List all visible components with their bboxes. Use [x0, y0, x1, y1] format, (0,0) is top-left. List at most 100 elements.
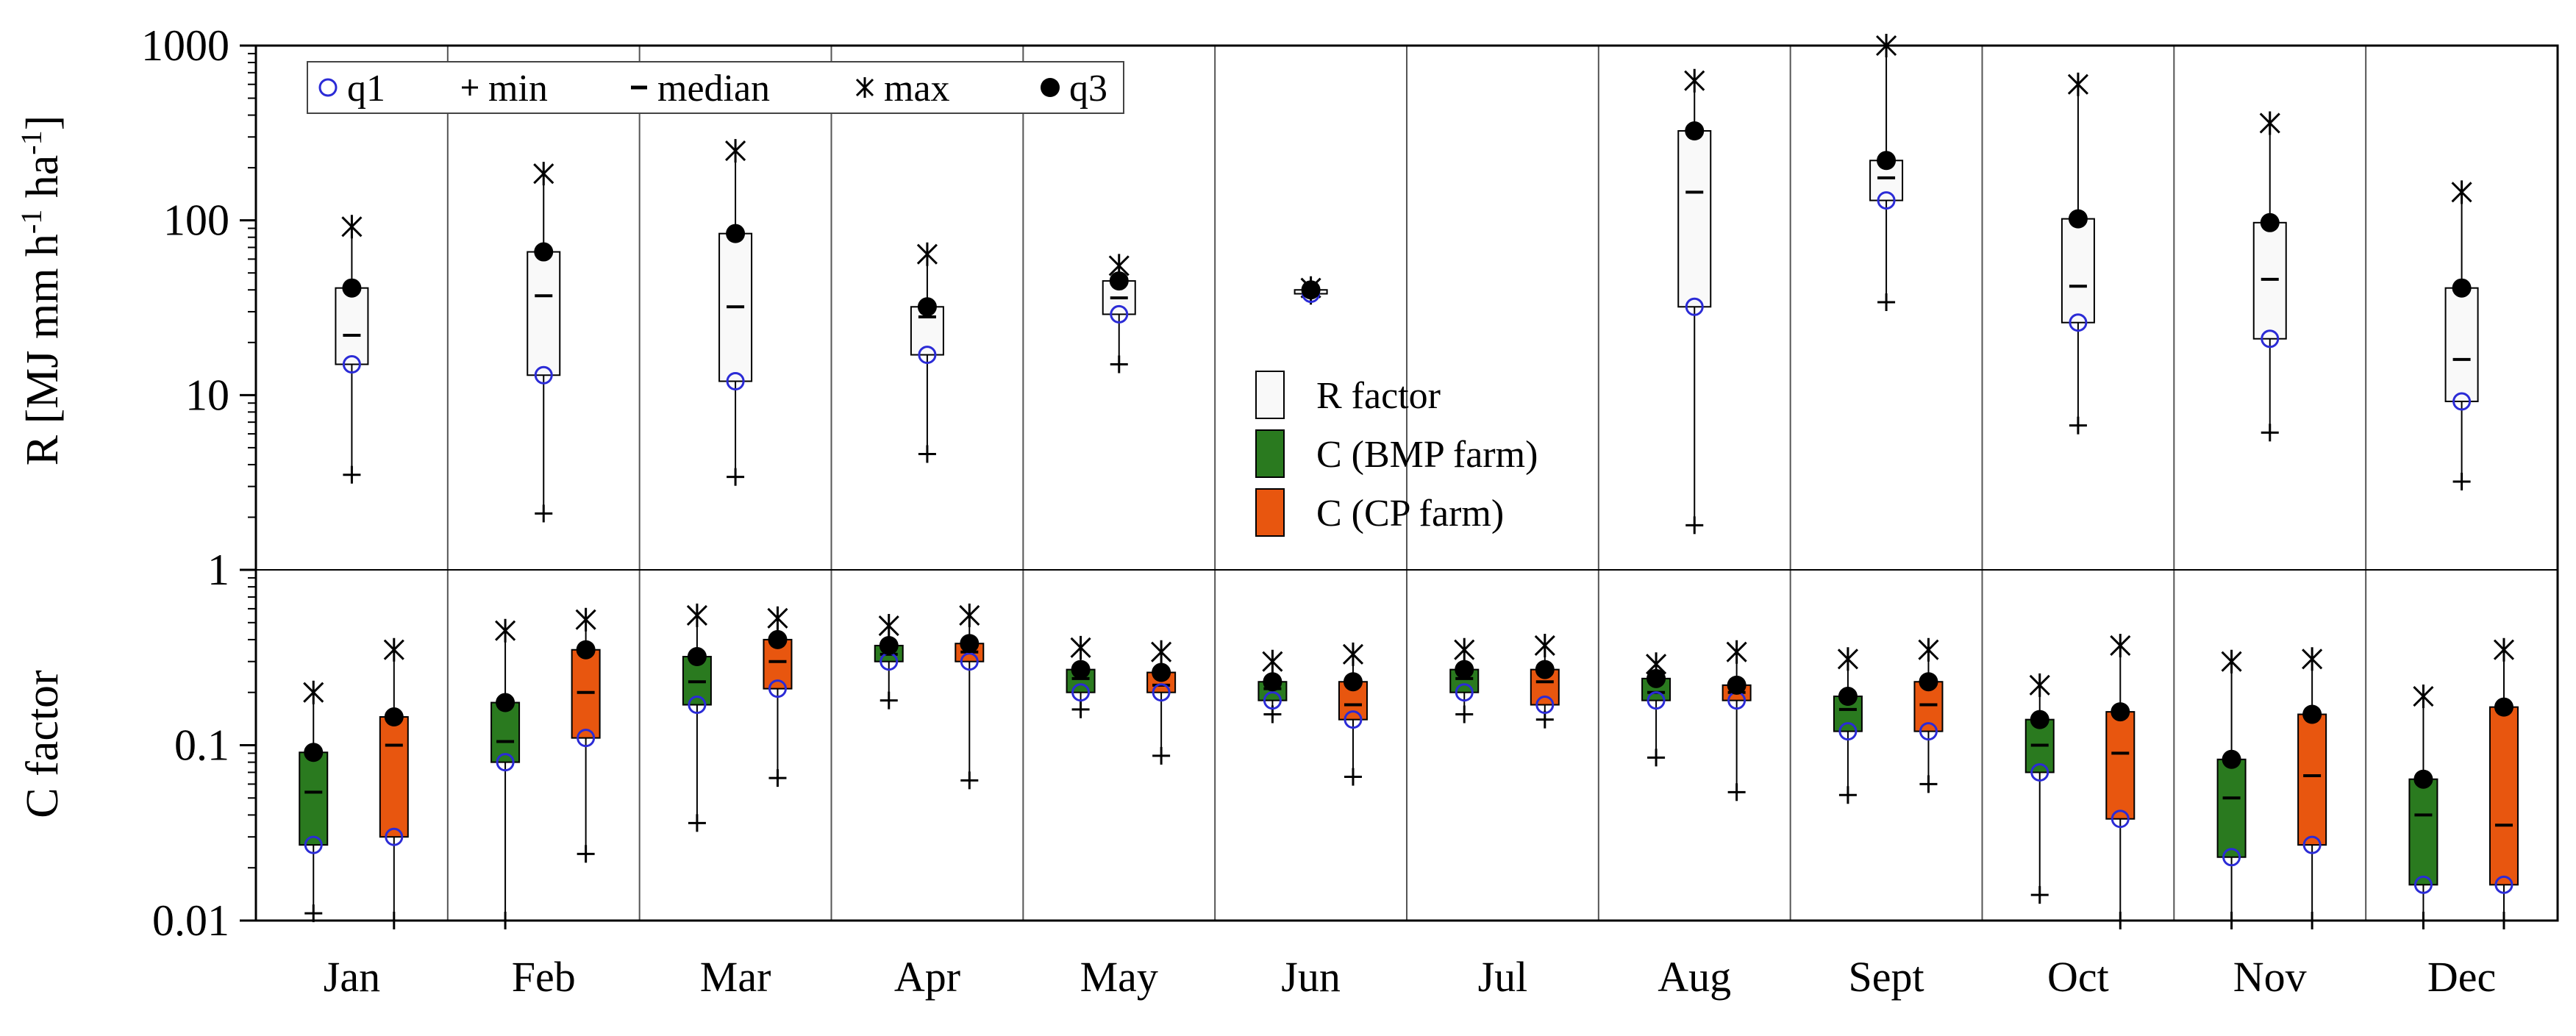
q1-marker — [1071, 683, 1091, 702]
x-tick-label: Dec — [2427, 953, 2496, 1001]
x-tick-label: Jun — [1281, 953, 1341, 1001]
c-bmp-box — [1066, 668, 1096, 693]
c-cp-box — [2488, 706, 2519, 886]
r-factor-panel: 1 10 100 1000 — [141, 21, 2479, 594]
q1-marker — [385, 827, 404, 846]
q1-marker — [726, 372, 745, 391]
q3-marker — [2302, 704, 2322, 724]
q3-marker — [2111, 702, 2130, 722]
q1-marker — [2111, 810, 2130, 829]
max-marker — [1454, 637, 1475, 662]
q3-marker — [384, 707, 404, 727]
q3-marker — [1343, 672, 1363, 692]
q3-marker — [304, 743, 324, 762]
max-marker — [2067, 72, 2088, 96]
q3-marker — [1685, 121, 1705, 141]
max-marker — [1837, 647, 1858, 671]
q1-marker — [1110, 304, 1129, 324]
q3-marker — [1646, 668, 1666, 688]
legend-max-symbol — [855, 77, 874, 98]
r-ylabel-exp2: -1 — [15, 130, 48, 154]
q1-marker — [1838, 722, 1858, 741]
q3-marker — [1877, 151, 1897, 171]
r-box — [2061, 218, 2095, 324]
r-box — [1677, 130, 1712, 308]
max-marker — [1342, 642, 1364, 666]
y-tick-label: 100 — [163, 196, 229, 245]
q3-marker — [1535, 660, 1555, 679]
r-ylabel-base: R [MJ mm h — [18, 234, 68, 465]
c-bmp-box — [2216, 758, 2247, 858]
q1-marker — [1877, 191, 1896, 210]
r-y-axis: 1 10 100 1000 — [141, 21, 256, 594]
q3-marker — [917, 297, 937, 317]
q1-marker — [1685, 297, 1704, 316]
x-tick-label: Jan — [324, 953, 380, 1001]
q1-marker — [1263, 691, 1282, 710]
q3-marker — [768, 629, 788, 649]
q1-marker — [2069, 313, 2088, 332]
q3-marker — [2494, 697, 2513, 717]
q3-marker — [2413, 769, 2433, 789]
q3-marker — [1152, 662, 1171, 682]
q1-marker — [577, 729, 596, 748]
x-tick-label: Apr — [894, 953, 960, 1001]
q1-marker — [496, 753, 515, 772]
c-factor-panel: 0.01 0.1 — [152, 568, 2519, 945]
x-tick-label: Oct — [2047, 953, 2109, 1001]
legend-r-factor-label: R factor — [1316, 375, 1441, 417]
x-tick-label: May — [1080, 953, 1158, 1001]
q1-marker — [2261, 329, 2280, 349]
q3-marker — [2030, 710, 2049, 729]
r-ylabel-close: ] — [18, 115, 68, 131]
q1-marker — [1344, 710, 1363, 729]
max-marker — [2493, 637, 2515, 662]
q1-marker — [1535, 696, 1555, 715]
legend-label: max — [884, 68, 950, 110]
x-tick-label: Jul — [1478, 953, 1528, 1001]
r-ylabel-mid: ha — [18, 155, 68, 210]
max-marker — [1151, 640, 1172, 664]
q3-marker — [496, 693, 515, 712]
max-marker — [575, 607, 596, 632]
q1-marker — [2494, 875, 2513, 894]
max-marker — [495, 618, 516, 643]
q1-marker — [304, 835, 323, 854]
y-tick-label: 1 — [207, 546, 229, 594]
c-cp-box — [2105, 711, 2136, 820]
legend-label: q1 — [347, 68, 385, 110]
q1-marker — [2452, 392, 2472, 411]
x-tick-label: Sept — [1849, 953, 1924, 1001]
q3-marker — [726, 224, 746, 243]
r-ylabel-exp1: -1 — [15, 210, 48, 234]
c-cp-box — [379, 716, 409, 838]
series-legend: R factor C (BMP farm) C (CP farm) — [1255, 371, 1538, 537]
q3-marker — [2222, 749, 2241, 769]
legend-label: min — [488, 68, 548, 110]
plot-border — [254, 44, 2559, 922]
legend-c-cp-swatch — [1255, 488, 1285, 537]
q3-marker — [1301, 280, 1321, 300]
q3-marker — [1109, 271, 1129, 291]
q3-marker — [534, 242, 554, 262]
c-bmp-box — [490, 701, 521, 763]
r-y-axis-title: R [MJ mm h-1 ha-1] — [15, 115, 68, 466]
q3-marker — [960, 634, 980, 654]
max-marker — [767, 606, 788, 630]
x-tick-label: Nov — [2233, 953, 2307, 1001]
r-box — [527, 251, 561, 376]
max-marker — [2302, 647, 2323, 671]
q3-marker — [1919, 672, 1938, 692]
q3-marker — [879, 635, 899, 655]
y-tick-label: 10 — [185, 371, 229, 419]
max-marker — [383, 637, 404, 662]
q3-marker — [1455, 660, 1474, 679]
legend-q1-symbol — [318, 78, 338, 97]
max-marker — [2413, 685, 2434, 709]
max-marker — [1262, 649, 1283, 674]
q1-marker — [1152, 683, 1171, 702]
max-marker — [303, 680, 324, 704]
max-marker — [2029, 673, 2050, 697]
